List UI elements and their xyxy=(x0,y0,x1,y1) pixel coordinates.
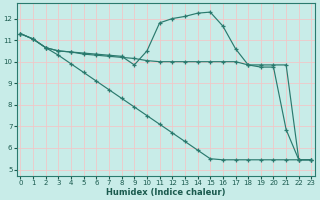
X-axis label: Humidex (Indice chaleur): Humidex (Indice chaleur) xyxy=(106,188,226,197)
